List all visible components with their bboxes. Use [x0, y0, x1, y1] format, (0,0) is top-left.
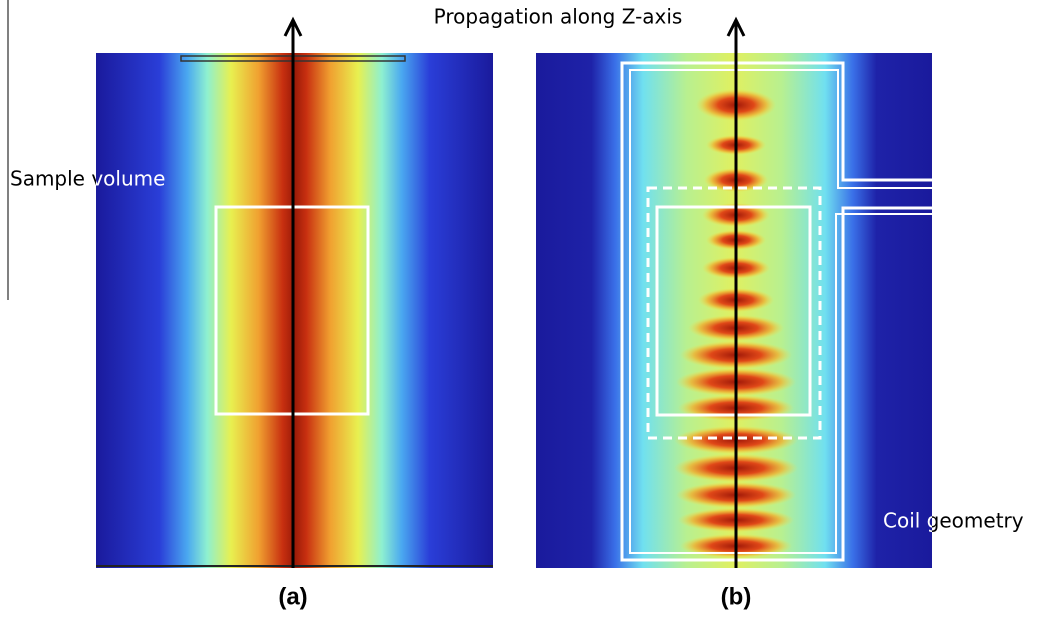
panel-label: (a): [278, 583, 307, 610]
axis-arrows: [283, 16, 746, 568]
annotation: Coil geometry: [883, 509, 1024, 533]
title: Propagation along Z-axis: [434, 5, 683, 29]
panel-label: (b): [721, 583, 752, 610]
annotation: Sample volume: [10, 167, 165, 191]
coil: [620, 61, 932, 562]
annotation: Coil geometry: [883, 509, 1024, 533]
annotation: Sample volume: [10, 167, 165, 191]
